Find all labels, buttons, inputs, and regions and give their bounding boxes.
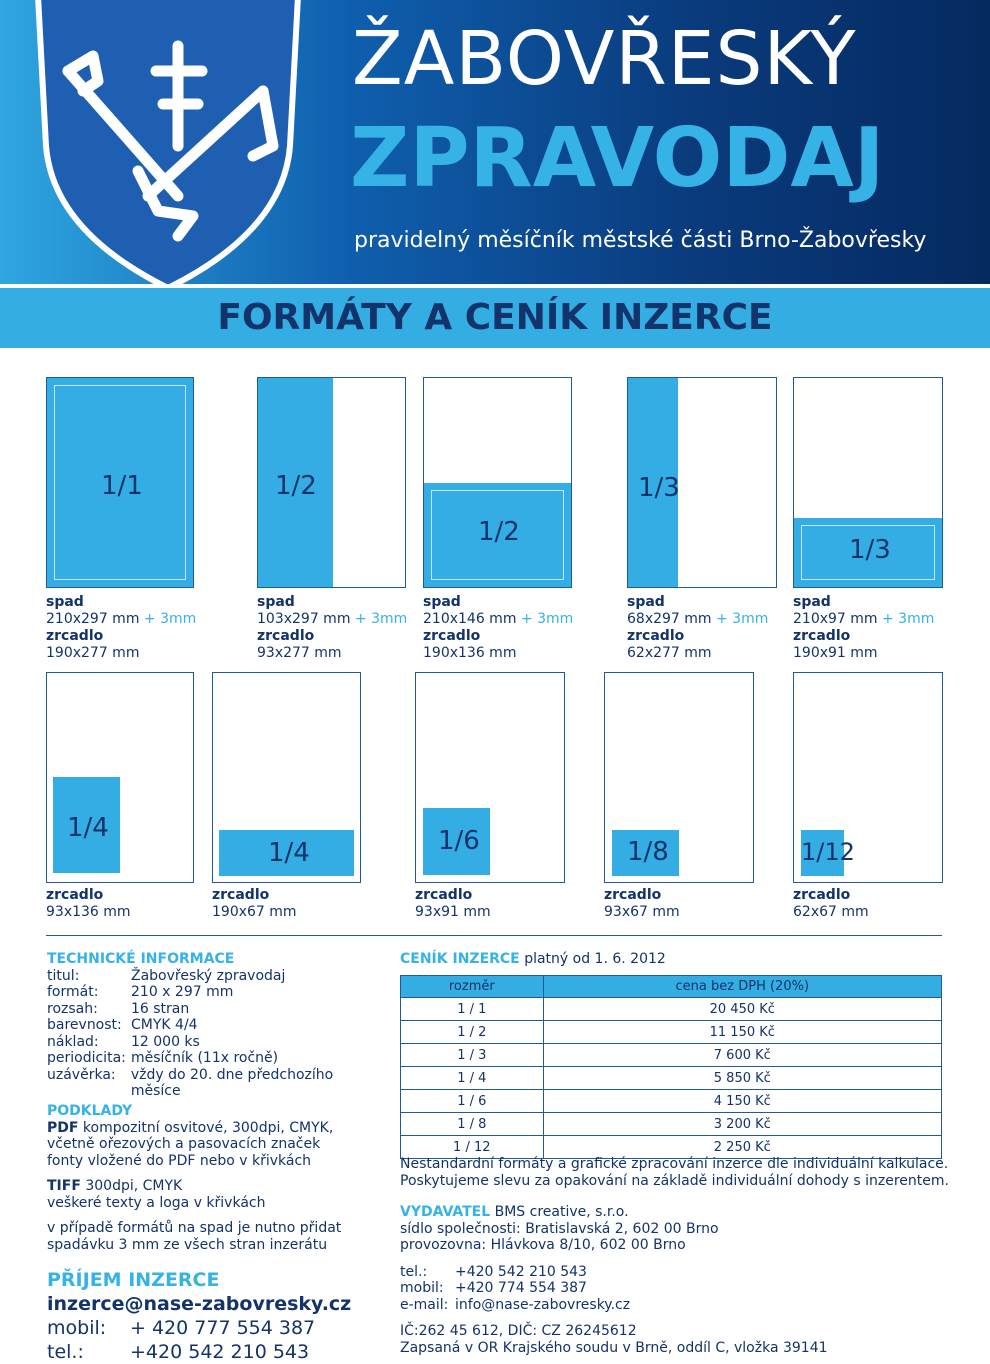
format-label: 1/1 [101,471,143,501]
prijem-heading: PŘÍJEM INZERCE [47,1269,220,1291]
tech-heading: TECHNICKÉ INFORMACE [47,951,235,967]
format-box-1-2-vertical: 1/2 [257,377,406,588]
format-label: 1/12 [801,838,855,866]
tech-row: periodicita: měsíčník (11x ročně) [47,1050,279,1066]
format-caption: zrcadlo 93x67 mm [604,887,680,920]
vydavatel-email[interactable]: info@nase-zabovresky.cz [455,1296,631,1313]
format-caption: spad 210x146 mm + 3mm zrcadlo 190x136 mm [423,594,574,661]
format-caption: zrcadlo 190x67 mm [212,887,297,920]
format-box-1-3-vertical: 1/3 [627,377,777,588]
format-caption: spad 210x97 mm + 3mm zrcadlo 190x91 mm [793,594,935,661]
format-label: 1/4 [268,838,310,868]
format-caption: zrcadlo 93x136 mm [46,887,131,920]
tech-row: formát: 210 x 297 mm [47,984,234,1000]
table-row: 1 / 2 11 150 Kč [400,1020,943,1044]
format-label: 1/3 [638,473,680,503]
format-caption: spad 210x297 mm + 3mm zrcadlo 190x277 mm [46,594,197,661]
format-box-1-8: 1/8 [604,672,754,883]
tech-row: barevnost: CMYK 4/4 [47,1017,198,1033]
format-caption: zrcadlo 62x67 mm [793,887,869,920]
divider [46,935,942,936]
vydavatel: VYDAVATEL BMS creative, s.r.o. sídlo spo… [400,1204,828,1356]
format-box-1-3-horizontal: 1/3 [793,377,943,588]
tech-row: uzávěrka: vždy do 20. dne předchozího měs… [47,1066,334,1100]
format-caption: spad 68x297 mm + 3mm zrcadlo 62x277 mm [627,594,769,661]
prijem-mobil[interactable]: + 420 777 554 387 [130,1317,316,1339]
prijem-tel[interactable]: +420 542 210 543 [130,1341,310,1363]
price-table: rozměr cena bez DPH (20%) 1 / 1 20 450 Kč … [400,975,943,1159]
tech-row: náklad: 12 000 ks [47,1033,200,1050]
header-banner: ŽABOVŘESKÝ ZPRAVODAJ pravidelný měsíčník… [0,0,990,284]
format-box-1-4-vertical: 1/4 [46,672,194,883]
coat-of-arms-icon [35,0,301,284]
masthead-subtitle: pravidelný měsíčník městské části Brno-Ž… [354,228,927,253]
format-label: 1/6 [438,826,480,856]
format-box-1-4-horizontal: 1/4 [212,672,361,883]
podklady-heading: PODKLADY [47,1103,133,1119]
table-row: 1 / 1 20 450 Kč [400,997,943,1021]
tech-row: titul: Žabovřeský zpravodaj [47,967,286,984]
prijem-inzerce: PŘÍJEM INZERCE inzerce@nase-zabovresky.c… [47,1268,392,1364]
masthead-title-line2: ZPRAVODAJ [350,111,885,206]
format-box-1-6: 1/6 [415,672,565,883]
tech-row: rozsah: 16 stran [47,1000,190,1017]
podklady: PODKLADY PDF kompozitní osvitové, 300dpi… [47,1103,392,1253]
format-label: 1/8 [627,837,669,867]
prijem-email[interactable]: inzerce@nase-zabovresky.cz [47,1293,352,1315]
format-box-1-2-horizontal: 1/2 [423,377,572,588]
format-label: 1/4 [67,813,109,843]
format-caption: spad 103x297 mm + 3mm zrcadlo 93x277 mm [257,594,408,661]
format-label: 1/2 [275,471,317,501]
table-row: 1 / 12 2 250 Kč [400,1135,943,1159]
cenik-heading: CENÍK INZERCE platný od 1. 6. 2012 [400,951,666,967]
section-title: FORMÁTY A CENÍK INZERCE [0,288,990,348]
cenik-note: Nestandardní formáty a grafické zpracová… [400,1156,949,1189]
masthead-title-line1: ŽABOVŘESKÝ [352,16,857,102]
format-caption: zrcadlo 93x91 mm [415,887,491,920]
price-col-size: rozměr [400,975,544,998]
technical-info: TECHNICKÉ INFORMACE titul: Žabovřeský zpr… [47,951,387,1100]
price-col-price: cena bez DPH (20%) [542,975,943,998]
format-box-1-12: 1/12 [793,672,943,883]
format-label: 1/3 [849,535,891,565]
format-label: 1/2 [478,517,520,547]
format-box-1-1: 1/1 [46,377,194,588]
